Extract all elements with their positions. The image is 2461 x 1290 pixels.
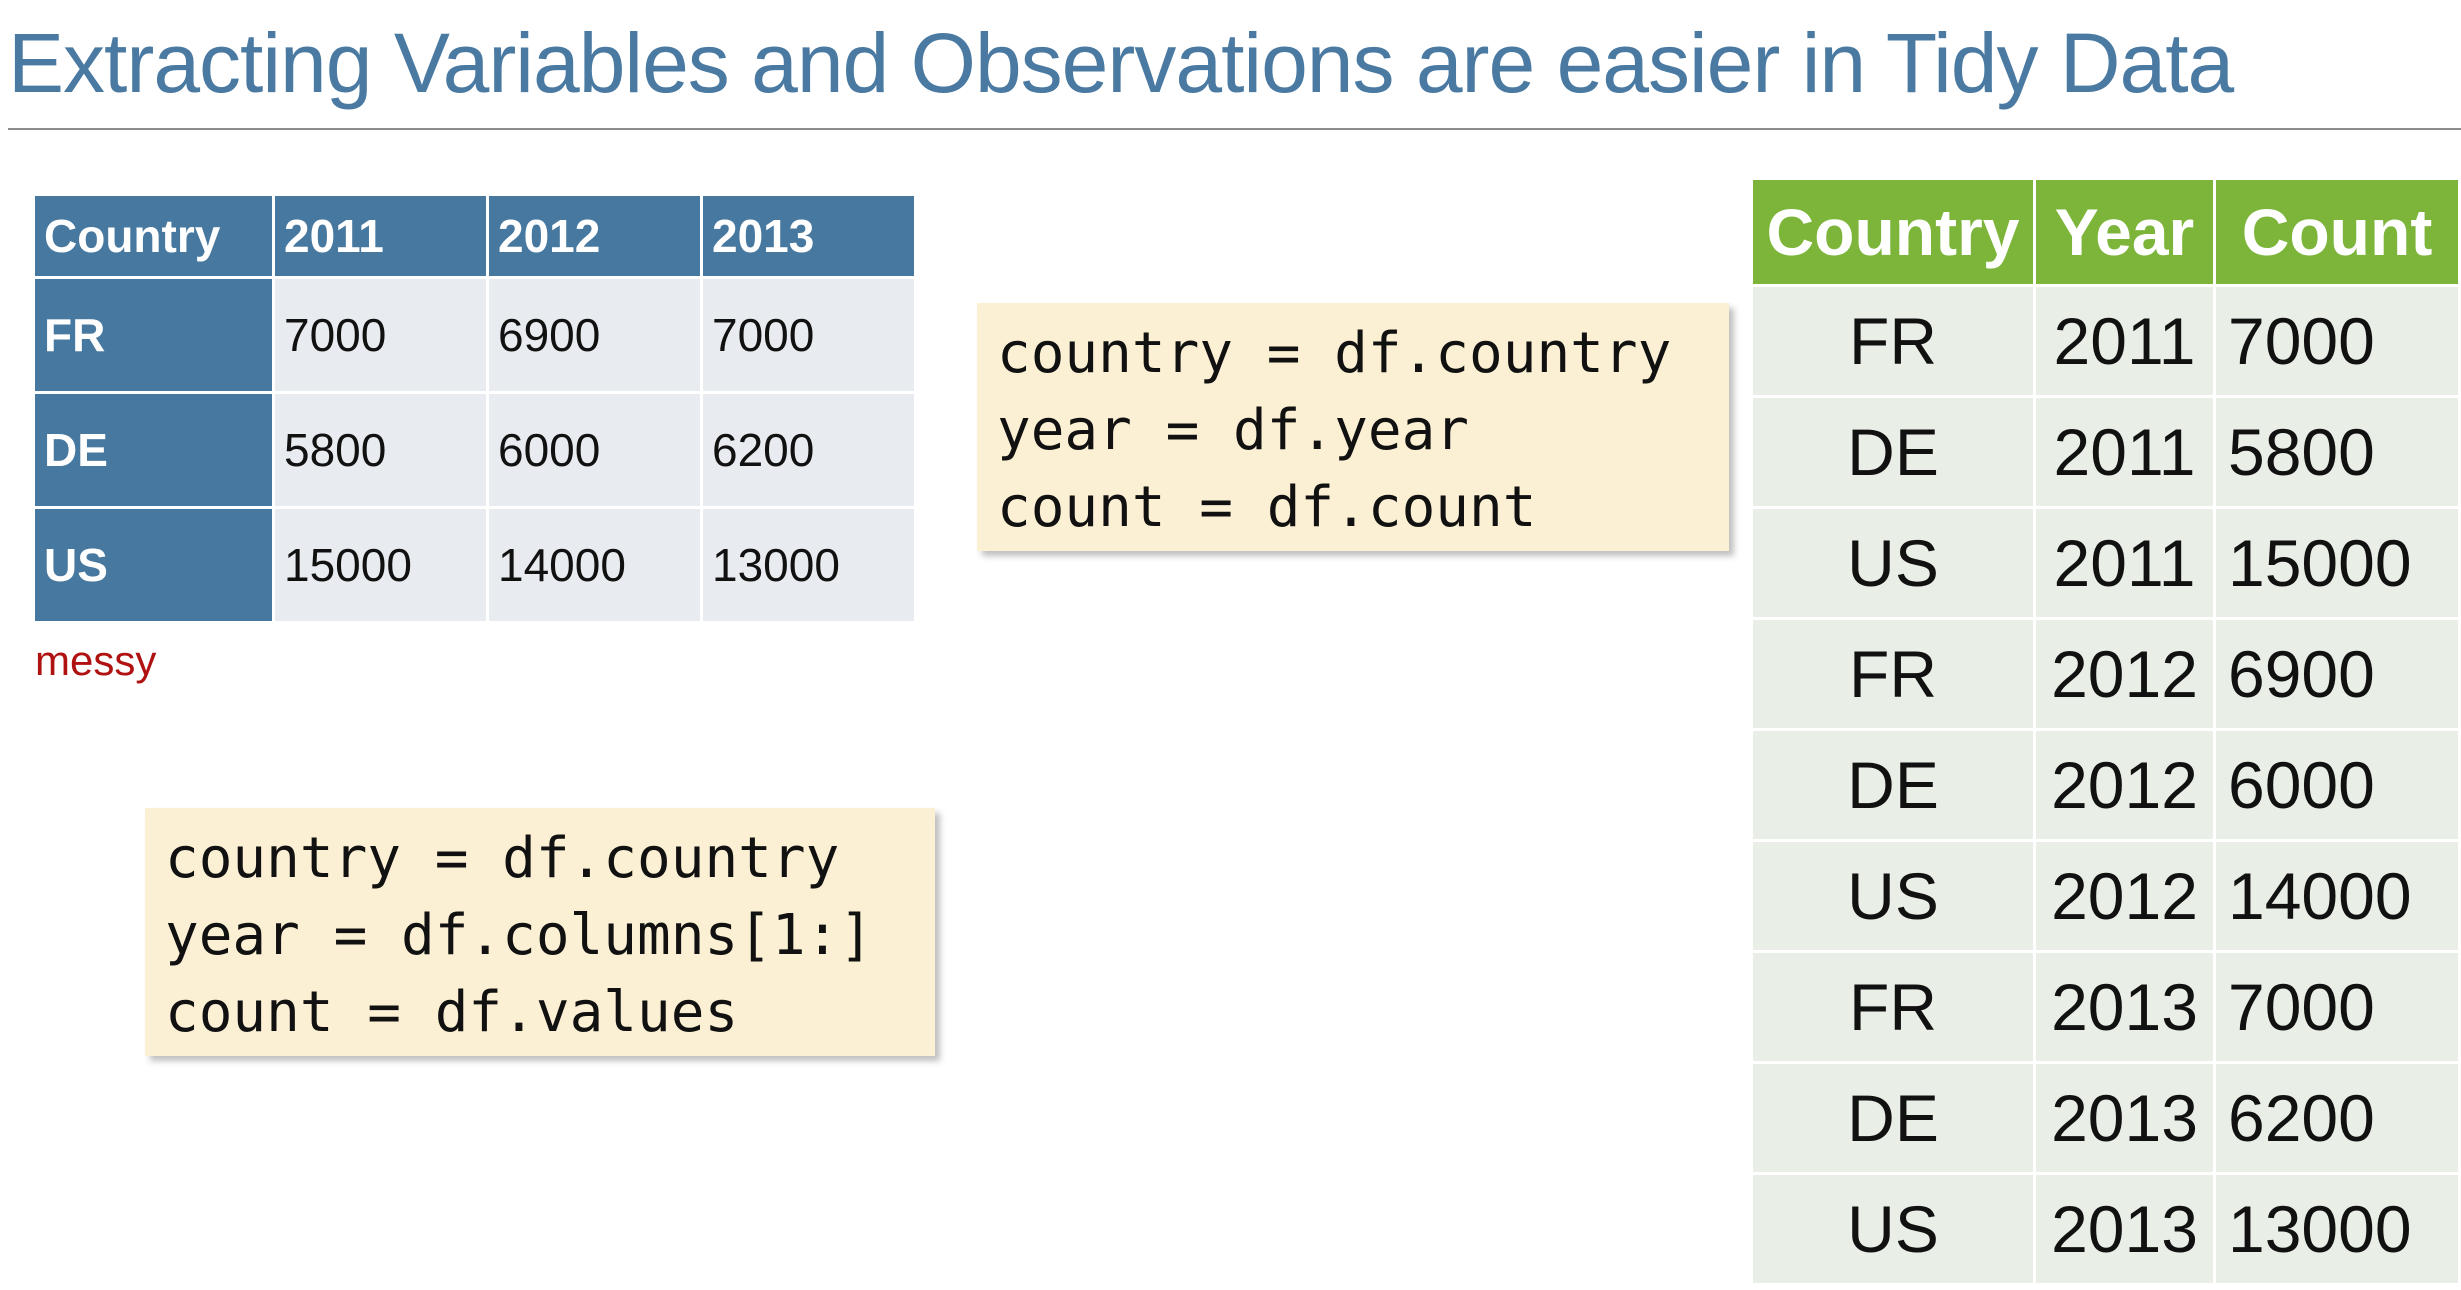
tidy-row: US 2011 15000 bbox=[1753, 509, 2458, 617]
tidy-cell-country: FR bbox=[1753, 287, 2033, 395]
code-line: count = df.count bbox=[997, 475, 1537, 540]
messy-cell: 13000 bbox=[703, 509, 914, 621]
messy-row-us: US 15000 14000 13000 bbox=[35, 509, 914, 621]
tidy-cell-year: 2013 bbox=[2036, 1175, 2213, 1283]
tidy-row: US 2012 14000 bbox=[1753, 842, 2458, 950]
tidy-cell-count: 5800 bbox=[2216, 398, 2458, 506]
tidy-header-row: Country Year Count bbox=[1753, 180, 2458, 284]
messy-row-fr: FR 7000 6900 7000 bbox=[35, 279, 914, 391]
tidy-row: DE 2012 6000 bbox=[1753, 731, 2458, 839]
tidy-cell-year: 2012 bbox=[2036, 842, 2213, 950]
tidy-cell-count: 6900 bbox=[2216, 620, 2458, 728]
code-line: year = df.columns[1:] bbox=[165, 903, 874, 968]
tidy-row: FR 2012 6900 bbox=[1753, 620, 2458, 728]
messy-cell: 6200 bbox=[703, 394, 914, 506]
tidy-cell-count: 7000 bbox=[2216, 287, 2458, 395]
tidy-cell-country: FR bbox=[1753, 953, 2033, 1061]
tidy-header-country: Country bbox=[1753, 180, 2033, 284]
tidy-code-box: country = df.country year = df.year coun… bbox=[977, 303, 1729, 551]
tidy-cell-count: 13000 bbox=[2216, 1175, 2458, 1283]
slide-title: Extracting Variables and Observations ar… bbox=[8, 16, 2234, 110]
code-line: count = df.values bbox=[165, 980, 739, 1045]
code-line: country = df.country bbox=[165, 826, 840, 891]
messy-row-country: DE bbox=[35, 394, 272, 506]
tidy-row: DE 2011 5800 bbox=[1753, 398, 2458, 506]
tidy-cell-country: US bbox=[1753, 842, 2033, 950]
tidy-cell-count: 15000 bbox=[2216, 509, 2458, 617]
tidy-header-year: Year bbox=[2036, 180, 2213, 284]
tidy-cell-year: 2011 bbox=[2036, 287, 2213, 395]
tidy-cell-year: 2011 bbox=[2036, 509, 2213, 617]
tidy-cell-count: 7000 bbox=[2216, 953, 2458, 1061]
messy-header-row: Country 2011 2012 2013 bbox=[35, 196, 914, 276]
messy-header-2011: 2011 bbox=[275, 196, 486, 276]
messy-row-country: US bbox=[35, 509, 272, 621]
tidy-cell-country: DE bbox=[1753, 398, 2033, 506]
messy-header-2013: 2013 bbox=[703, 196, 914, 276]
messy-cell: 7000 bbox=[703, 279, 914, 391]
messy-code-box: country = df.country year = df.columns[1… bbox=[145, 808, 935, 1056]
messy-cell: 6000 bbox=[489, 394, 700, 506]
tidy-table: Country Year Count FR 2011 7000 DE 2011 … bbox=[1750, 177, 2461, 1286]
tidy-cell-country: FR bbox=[1753, 620, 2033, 728]
tidy-row: US 2013 13000 bbox=[1753, 1175, 2458, 1283]
messy-row-country: FR bbox=[35, 279, 272, 391]
tidy-cell-year: 2012 bbox=[2036, 620, 2213, 728]
tidy-cell-year: 2013 bbox=[2036, 1064, 2213, 1172]
tidy-cell-country: US bbox=[1753, 1175, 2033, 1283]
messy-cell: 6900 bbox=[489, 279, 700, 391]
messy-cell: 15000 bbox=[275, 509, 486, 621]
tidy-cell-country: DE bbox=[1753, 1064, 2033, 1172]
code-line: country = df.country bbox=[997, 321, 1672, 386]
code-line: year = df.year bbox=[997, 398, 1470, 463]
tidy-cell-count: 6000 bbox=[2216, 731, 2458, 839]
messy-cell: 14000 bbox=[489, 509, 700, 621]
tidy-cell-year: 2013 bbox=[2036, 953, 2213, 1061]
tidy-header-count: Count bbox=[2216, 180, 2458, 284]
tidy-cell-count: 14000 bbox=[2216, 842, 2458, 950]
messy-label: messy bbox=[35, 637, 157, 684]
tidy-cell-year: 2012 bbox=[2036, 731, 2213, 839]
messy-row-de: DE 5800 6000 6200 bbox=[35, 394, 914, 506]
messy-cell: 5800 bbox=[275, 394, 486, 506]
messy-header-2012: 2012 bbox=[489, 196, 700, 276]
tidy-row: DE 2013 6200 bbox=[1753, 1064, 2458, 1172]
tidy-cell-year: 2011 bbox=[2036, 398, 2213, 506]
title-divider bbox=[8, 128, 2461, 130]
messy-cell: 7000 bbox=[275, 279, 486, 391]
tidy-row: FR 2013 7000 bbox=[1753, 953, 2458, 1061]
tidy-cell-country: DE bbox=[1753, 731, 2033, 839]
messy-header-country: Country bbox=[35, 196, 272, 276]
messy-table: Country 2011 2012 2013 FR 7000 6900 7000… bbox=[32, 193, 917, 624]
tidy-cell-country: US bbox=[1753, 509, 2033, 617]
tidy-row: FR 2011 7000 bbox=[1753, 287, 2458, 395]
tidy-cell-count: 6200 bbox=[2216, 1064, 2458, 1172]
